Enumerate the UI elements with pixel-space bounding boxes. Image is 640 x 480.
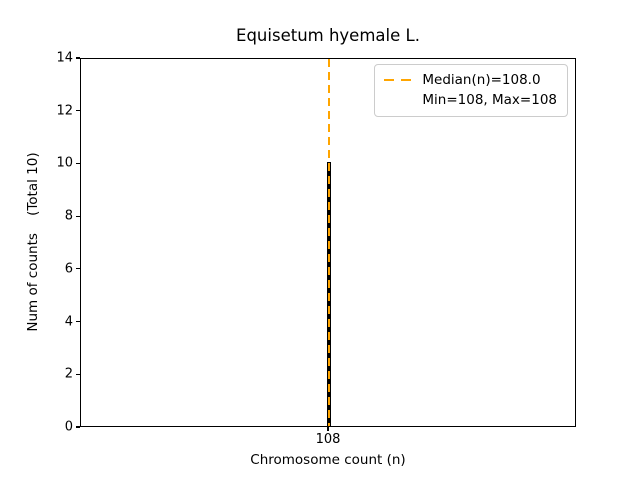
plot-area: Median(n)=108.0 Min=108, Max=108 xyxy=(80,58,576,427)
y-tick-mark xyxy=(76,162,80,165)
legend-label-median: Median(n)=108.0 xyxy=(422,72,541,88)
legend-row-median: Median(n)=108.0 xyxy=(384,70,557,90)
y-tick-label: 12 xyxy=(56,103,73,119)
y-tick-label: 8 xyxy=(64,208,73,224)
y-tick-mark xyxy=(76,215,80,217)
chart-title: Equisetum hyemale L. xyxy=(236,26,420,45)
y-tick-label: 6 xyxy=(64,261,73,277)
y-tick-label: 4 xyxy=(64,314,73,330)
y-tick-mark xyxy=(76,57,80,59)
median-dashed-line xyxy=(327,59,331,426)
y-tick-label: 10 xyxy=(56,155,73,171)
x-axis-label: Chromosome count (n) xyxy=(250,452,406,468)
x-tick-mark xyxy=(327,427,329,431)
orange-dashed-line-icon xyxy=(384,78,413,82)
x-tick-label: 108 xyxy=(315,432,341,447)
y-tick-mark xyxy=(76,110,80,112)
legend: Median(n)=108.0 Min=108, Max=108 xyxy=(374,64,568,117)
y-tick-mark xyxy=(76,373,80,375)
y-tick-label: 14 xyxy=(56,50,73,66)
y-axis-label: Num of counts (Total 10) xyxy=(25,152,41,332)
legend-label-minmax: Min=108, Max=108 xyxy=(422,92,557,108)
y-tick-label: 2 xyxy=(64,366,73,382)
y-tick-mark xyxy=(76,268,80,270)
legend-marker-empty xyxy=(384,99,412,102)
legend-row-minmax: Min=108, Max=108 xyxy=(384,90,557,110)
y-tick-mark xyxy=(76,320,80,323)
y-tick-label: 0 xyxy=(64,419,73,435)
y-tick-mark xyxy=(76,426,80,428)
